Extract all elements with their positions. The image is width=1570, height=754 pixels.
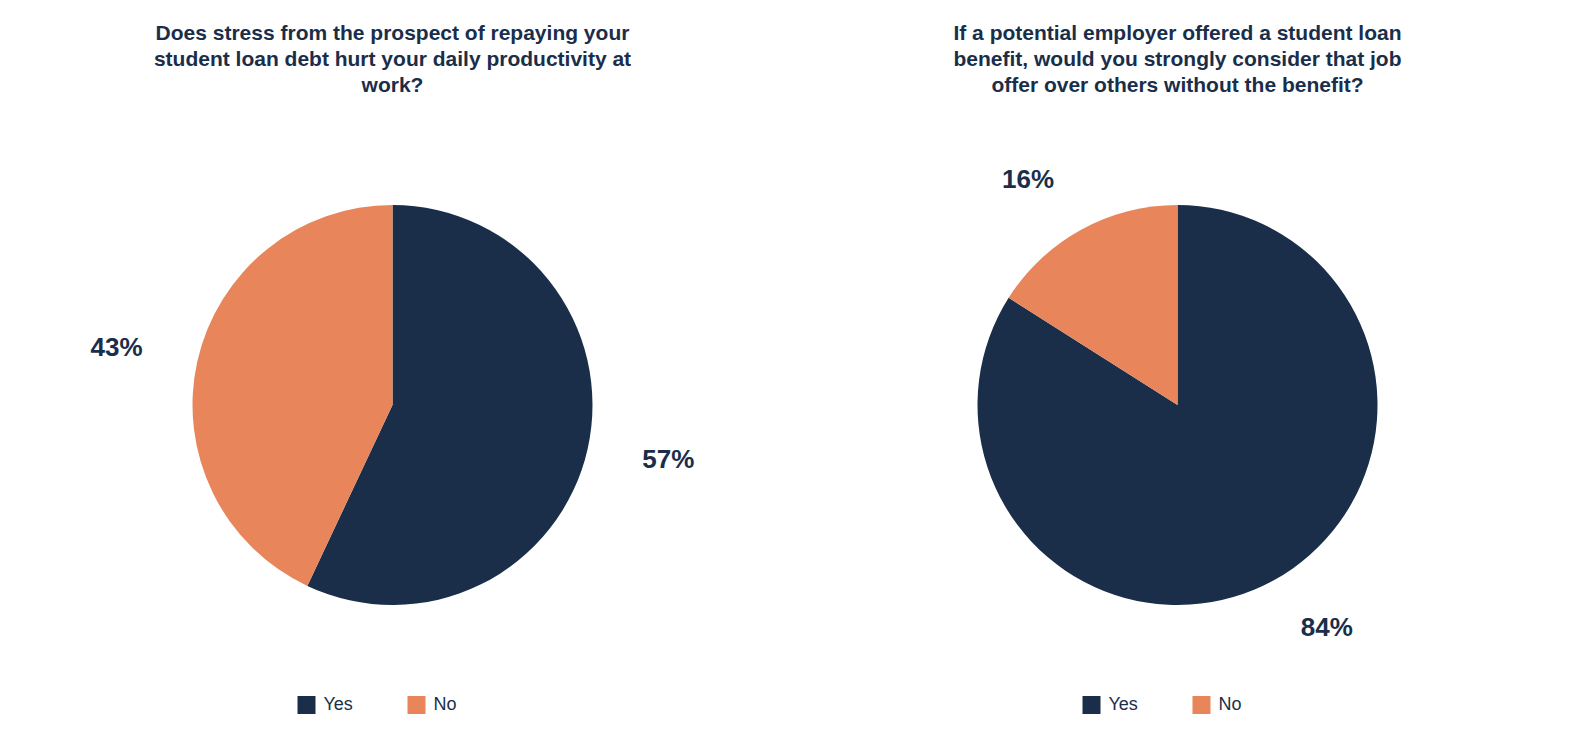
legend-swatch	[1083, 696, 1101, 714]
pie-slice	[193, 205, 393, 586]
pie-slice	[977, 205, 1377, 605]
data-label: 16%	[1002, 164, 1054, 194]
pie-slice	[1009, 205, 1178, 405]
legend: Yes No	[298, 694, 457, 714]
legend-swatch	[298, 696, 316, 714]
pie-panel: If a potential employer offered a studen…	[953, 21, 1401, 714]
legend-label: No	[434, 694, 457, 714]
data-label: 57%	[642, 444, 694, 474]
legend-label: Yes	[324, 694, 353, 714]
figure: Does stress from the prospect of repayin…	[0, 0, 1570, 754]
pie-panel: Does stress from the prospect of repayin…	[91, 21, 695, 714]
data-label: 84%	[1301, 612, 1353, 642]
data-labels: 84% 16%	[1002, 164, 1353, 643]
data-labels: 57% 43%	[91, 332, 695, 474]
chart-root: Does stress from the prospect of repayin…	[0, 0, 1570, 754]
data-label: 43%	[91, 332, 143, 362]
legend-label: Yes	[1109, 694, 1138, 714]
chart-title: Does stress from the prospect of repayin…	[154, 21, 631, 96]
legend: Yes No	[1083, 694, 1242, 714]
chart-title: If a potential employer offered a studen…	[953, 21, 1401, 96]
slices	[977, 205, 1377, 605]
slices	[193, 205, 593, 605]
legend-swatch	[408, 696, 426, 714]
legend-swatch	[1193, 696, 1211, 714]
legend-label: No	[1219, 694, 1242, 714]
